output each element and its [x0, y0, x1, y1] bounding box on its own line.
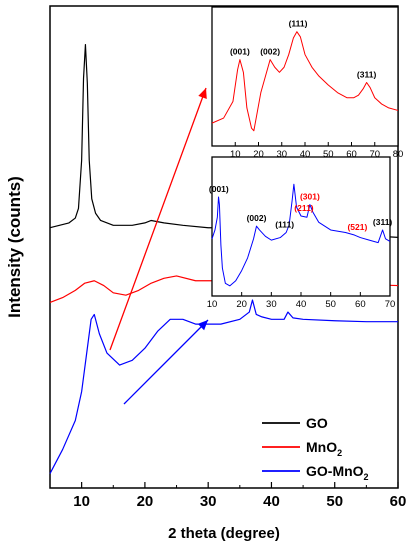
inset-x-tick-label: 80 [393, 149, 404, 160]
inset-x-tick-label: 10 [230, 149, 241, 160]
inset-x-tick-label: 30 [266, 299, 277, 310]
inset-series-line [211, 183, 391, 287]
arrows-group [109, 87, 209, 405]
inset-x-tick-label: 40 [300, 149, 311, 160]
inset-x-tick-label: 60 [346, 149, 357, 160]
inset-bottom-plot: 10 20 30 40 50 60 70 (001) (002) (111)(211)(301) (… [207, 156, 396, 310]
peak-label: (001) [230, 47, 250, 57]
blue-arrow [123, 319, 209, 405]
x-tick-label: 50 [326, 493, 343, 510]
peak-label: (002) [260, 47, 280, 57]
inset-x-tick-label: 70 [369, 149, 380, 160]
inset-x-tick-label: 40 [296, 299, 307, 310]
main-x-axis: 10 20 30 40 50 60 [49, 482, 407, 510]
legend: GO MnO2 GO-MnO2 [262, 415, 369, 482]
peak-label: (311) [373, 217, 393, 227]
legend-label: MnO2 [306, 439, 342, 458]
inset-x-tick-label: 20 [253, 149, 264, 160]
x-tick-label: 40 [263, 493, 280, 510]
inset-x-tick-label: 10 [207, 299, 218, 310]
main-plot: 10 20 30 40 50 60 2 theta (degree) Intensity … [5, 5, 407, 542]
x-tick-label: 30 [200, 493, 217, 510]
x-tick-label: 10 [73, 493, 90, 510]
main-plot-frame [49, 5, 399, 489]
peak-label: (001) [209, 184, 229, 194]
peak-label: (111) [289, 19, 308, 29]
inset-x-tick-label: 70 [385, 299, 396, 310]
inset-series-line [211, 31, 399, 132]
inset-x-tick-label: 50 [325, 299, 336, 310]
peak-label: (301) [300, 192, 320, 202]
legend-label: GO [306, 415, 328, 431]
peak-label: (311) [357, 70, 377, 80]
red-arrow [109, 87, 207, 351]
peak-label: (521) [347, 222, 367, 232]
peak-label: (211) [294, 203, 314, 213]
inset-frame [211, 156, 391, 297]
inset-top-plot: 10 20 30 40 50 60 70 80 (001) (002) (111) (311) [211, 6, 404, 160]
inset-x-tick-label: 60 [355, 299, 366, 310]
main-x-axis-label: 2 theta (degree) [168, 525, 280, 542]
x-tick-label: 20 [137, 493, 154, 510]
inset-x-tick-label: 50 [323, 149, 334, 160]
main-y-axis-label: Intensity (counts) [5, 176, 24, 318]
peak-label: (002) [247, 213, 267, 223]
peak-label: (111) [275, 220, 294, 230]
inset-x-tick-label: 30 [276, 149, 287, 160]
inset-x-tick-label: 20 [236, 299, 247, 310]
x-tick-label: 60 [390, 493, 407, 510]
series-line-go-mno2 [49, 299, 398, 474]
legend-label: GO-MnO2 [306, 463, 369, 482]
inset-frame [211, 6, 399, 147]
